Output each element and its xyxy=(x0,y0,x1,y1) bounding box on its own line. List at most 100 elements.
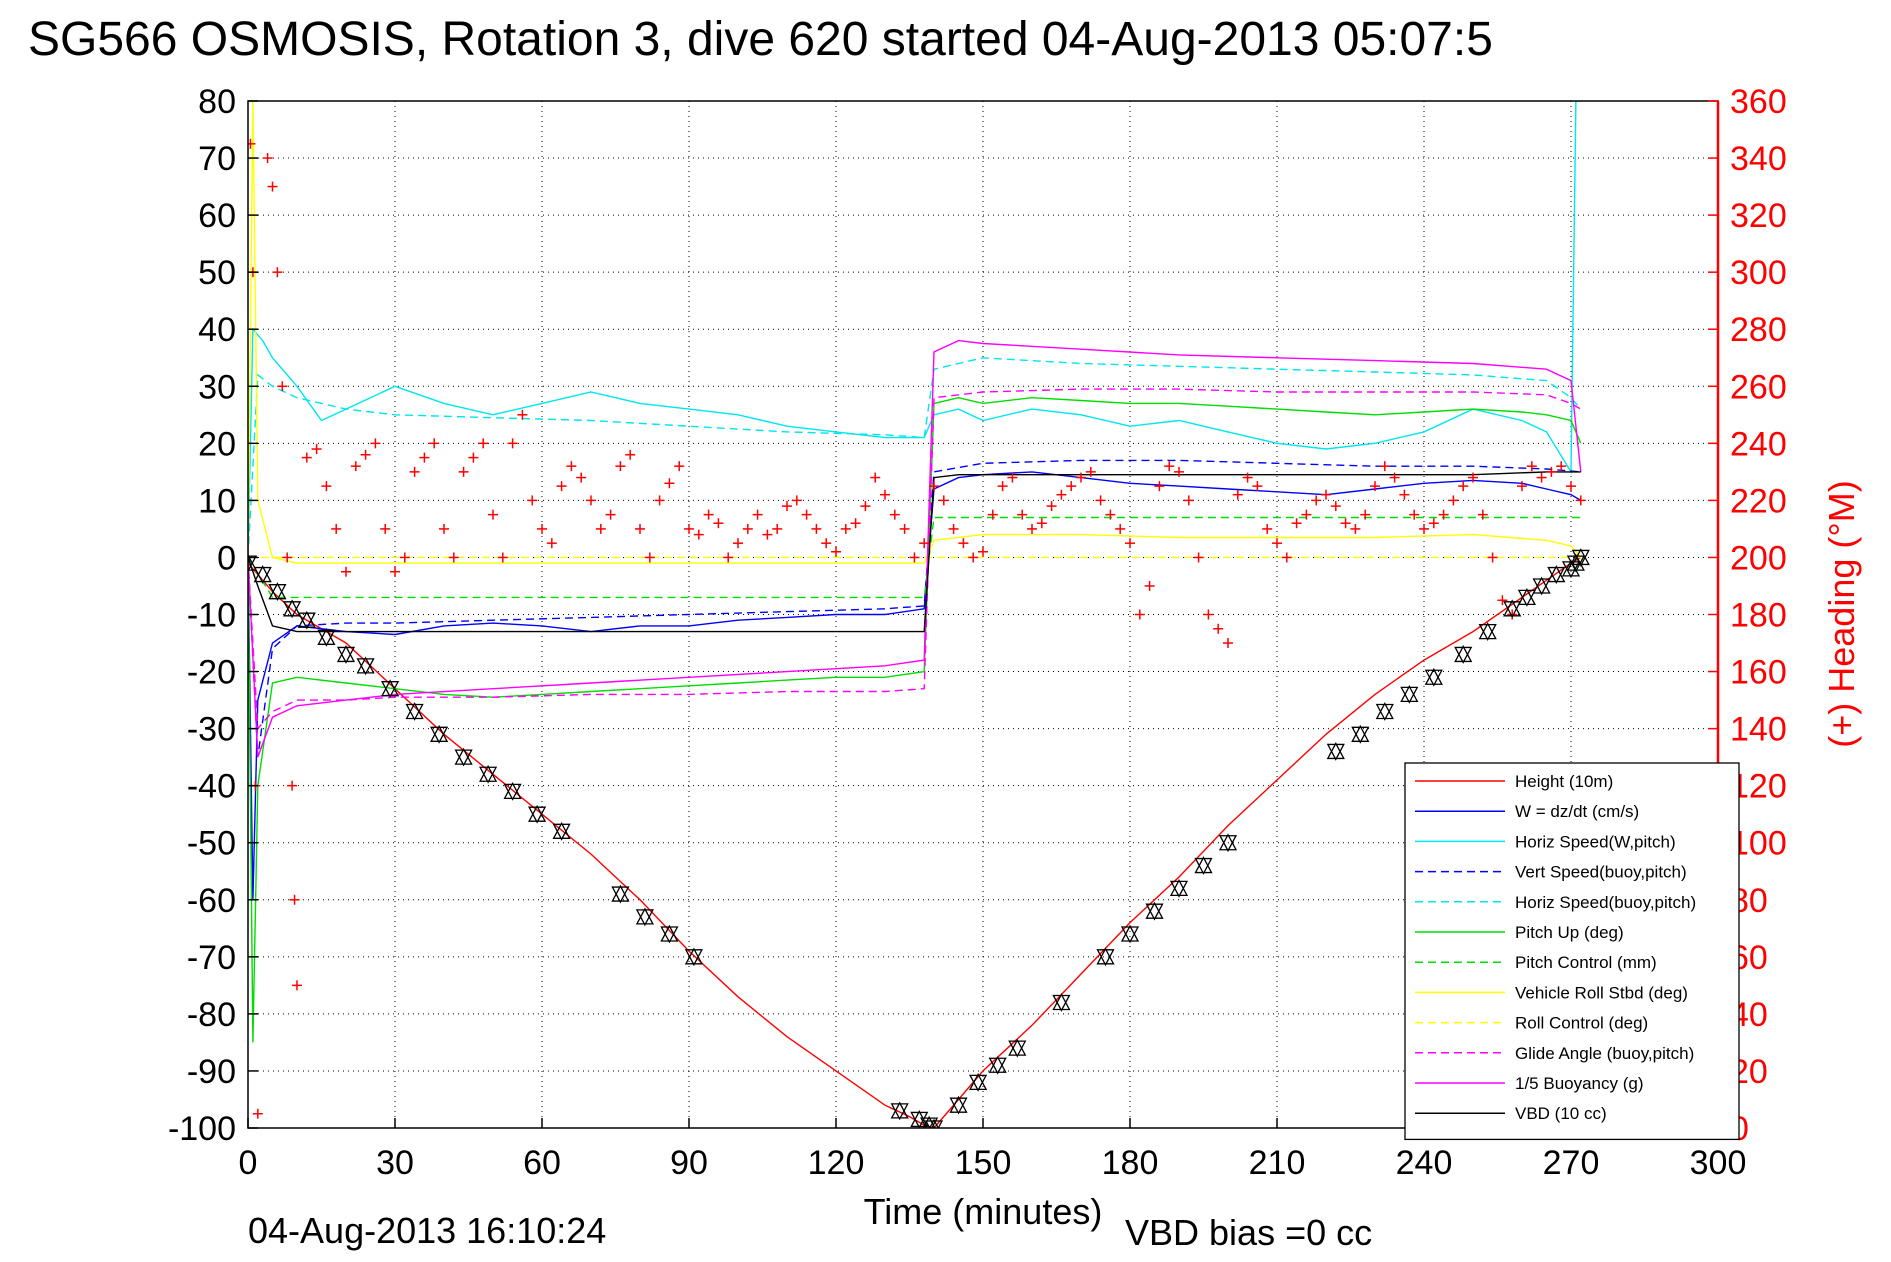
dive-marker-down xyxy=(317,629,336,647)
dive-marker-up xyxy=(1400,684,1419,703)
dive-marker-down xyxy=(1008,1040,1027,1058)
heading-point xyxy=(1546,466,1557,477)
dive-marker-down xyxy=(924,1120,944,1128)
heading-point xyxy=(1409,509,1420,520)
heading-point xyxy=(1193,552,1204,563)
heading-point xyxy=(380,523,391,534)
heading-point xyxy=(1321,489,1331,500)
heading-point xyxy=(1242,472,1253,483)
heading-point xyxy=(703,509,714,520)
heading-point xyxy=(1477,509,1488,520)
heading-point xyxy=(752,509,763,520)
heading-point xyxy=(331,523,342,534)
dive-marker xyxy=(268,582,287,602)
heading-point xyxy=(625,449,636,460)
heading-point xyxy=(958,538,969,549)
dive-marker xyxy=(1169,878,1189,898)
dive-marker-down xyxy=(1169,880,1189,898)
heading-point xyxy=(1027,523,1037,534)
dive-marker xyxy=(1194,856,1213,875)
y-tick-label: 0 xyxy=(217,539,236,577)
heading-point xyxy=(1056,489,1067,500)
heading-point xyxy=(723,552,734,563)
dive-marker-down xyxy=(552,823,571,841)
heading-point xyxy=(1174,466,1184,477)
heading-point xyxy=(1340,518,1351,529)
dive-marker-up xyxy=(1454,645,1473,663)
heading-point xyxy=(1046,501,1057,512)
heading-point xyxy=(1468,472,1478,483)
dive-marker xyxy=(248,553,258,573)
y-tick-label: -70 xyxy=(187,939,236,977)
heading-point xyxy=(742,523,753,534)
dive-marker-down xyxy=(1478,623,1497,641)
dive-marker-down xyxy=(1120,926,1140,944)
dive-marker xyxy=(1547,565,1566,584)
heading-point xyxy=(801,509,812,520)
legend-label: Vert Speed(buoy,pitch) xyxy=(1515,863,1687,882)
heading-point xyxy=(860,501,871,512)
heading-point xyxy=(1428,518,1439,529)
dive-marker-up xyxy=(890,1101,909,1119)
legend-label: Height (10m) xyxy=(1515,772,1613,791)
dive-marker-down xyxy=(1400,686,1419,704)
heading-point xyxy=(1311,495,1322,506)
heading-point xyxy=(987,509,998,520)
dive-marker-down xyxy=(1532,578,1551,596)
dive-marker-down xyxy=(1218,835,1238,853)
series-layer xyxy=(248,101,1582,1128)
heading-point xyxy=(1105,509,1116,520)
heading-point xyxy=(478,438,489,449)
heading-point xyxy=(301,452,312,463)
x-tick-label: 120 xyxy=(808,1144,865,1182)
dive-marker-down xyxy=(268,584,287,602)
heading-point xyxy=(713,518,724,529)
heading-point xyxy=(497,552,508,563)
dive-marker-down xyxy=(988,1057,1007,1075)
dive-marker-down xyxy=(1424,669,1443,687)
dive-marker xyxy=(1351,724,1370,744)
y-tick-label: 70 xyxy=(198,140,236,178)
y2-tick-label: 260 xyxy=(1730,368,1787,406)
heading-point xyxy=(1134,609,1145,620)
y-tick-label: -60 xyxy=(187,882,236,920)
dive-marker-down xyxy=(381,681,400,699)
heading-point xyxy=(262,153,273,164)
legend-label: W = dz/dt (cm/s) xyxy=(1515,802,1639,821)
dive-marker xyxy=(1478,622,1497,641)
dive-marker xyxy=(405,702,424,721)
y2-tick-label: 220 xyxy=(1730,482,1787,520)
x-tick-label: 270 xyxy=(1543,1144,1600,1182)
dive-marker-down xyxy=(528,806,547,824)
heading-point xyxy=(1517,481,1527,492)
y-tick-label: 20 xyxy=(198,425,236,463)
dive-marker-down xyxy=(1326,743,1345,761)
heading-point xyxy=(811,523,822,534)
dive-marker xyxy=(890,1101,909,1121)
dive-marker xyxy=(1052,993,1071,1012)
heading-point xyxy=(880,489,890,500)
series-line-9 xyxy=(248,388,1582,731)
y-tick-label: -40 xyxy=(187,768,236,806)
heading-point xyxy=(1497,595,1508,606)
heading-point xyxy=(1144,580,1155,591)
heading-point xyxy=(267,181,278,192)
timestamp-label: 04-Aug-2013 16:10:24 xyxy=(248,1210,607,1251)
x-tick-label: 30 xyxy=(376,1144,414,1182)
legend-label: VBD (10 cc) xyxy=(1515,1104,1607,1123)
dive-marker-down xyxy=(1454,646,1473,664)
heading-point xyxy=(693,529,704,540)
dive-marker xyxy=(336,645,356,664)
heading-point xyxy=(919,538,930,549)
heading-point xyxy=(938,495,949,506)
y-tick-label: 50 xyxy=(198,254,236,292)
heading-point xyxy=(850,518,861,529)
heading-point xyxy=(429,438,440,449)
heading-point xyxy=(277,381,288,392)
heading-point xyxy=(1330,501,1341,512)
dive-marker-down xyxy=(660,926,679,944)
heading-point xyxy=(272,267,283,278)
dive-marker-down xyxy=(283,601,302,619)
heading-point xyxy=(556,481,567,492)
dive-marker-up xyxy=(1326,742,1345,760)
